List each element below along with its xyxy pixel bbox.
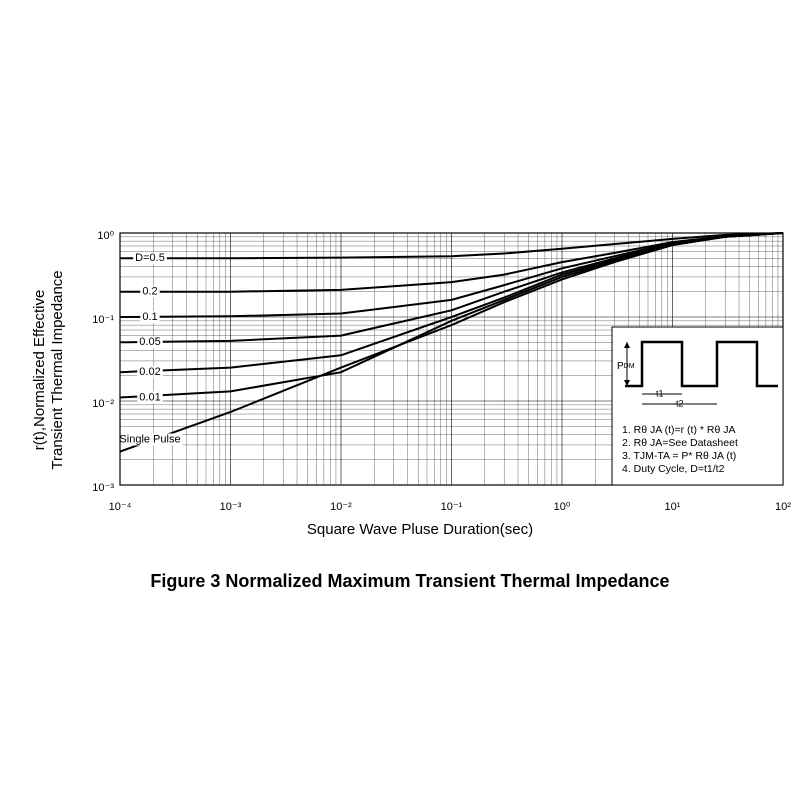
- curve-label: D=0.5: [135, 252, 165, 264]
- pulse-wave: [625, 340, 778, 388]
- x-tick-label: 10⁻¹: [441, 501, 463, 513]
- curve-label: 0.02: [139, 366, 160, 378]
- x-tick-label: 10¹: [665, 501, 681, 513]
- t1-label: t1: [656, 388, 664, 398]
- inset-box: [611, 326, 784, 486]
- y-axis-label-line: r(t),Normalized Effective: [31, 290, 48, 451]
- curve-label-bg: [137, 391, 163, 404]
- y-tick-label: 10⁻¹: [92, 314, 114, 326]
- curve-label-bg: [140, 285, 160, 298]
- y-axis-label-line: Transient Thermal Impedance: [49, 270, 66, 469]
- curve-label-bg: [140, 310, 160, 323]
- curve-label: Single Pulse: [119, 433, 180, 445]
- x-tick-label: 10⁻²: [330, 501, 352, 513]
- curve-label: 0.05: [139, 336, 160, 348]
- y-axis-label: r(t),Normalized Effective Transient Ther…: [31, 270, 66, 469]
- note: 1. Rθ JA (t)=r (t) * Rθ JA: [622, 424, 736, 436]
- curve-label: 0.01: [139, 391, 160, 403]
- curve-label: 0.2: [142, 286, 157, 298]
- curve-label-bg: [117, 433, 183, 446]
- x-tick-label: 10²: [775, 501, 791, 513]
- x-tick-label: 10⁻³: [220, 501, 242, 513]
- curve-label-bg: [137, 366, 163, 379]
- curve-label: 0.1: [142, 311, 157, 323]
- y-tick-label: 10⁻³: [92, 482, 114, 494]
- note: 4. Duty Cycle, D=t1/t2: [622, 463, 725, 475]
- x-axis-label: Square Wave Pluse Duration(sec): [307, 521, 533, 538]
- curve: [119, 232, 784, 453]
- t2-label: t2: [676, 398, 684, 408]
- x-tick-label: 10⁰: [554, 501, 571, 513]
- pdm-sub: DM: [624, 363, 635, 370]
- pdm-label: PDM: [617, 361, 635, 372]
- y-tick-label: 10⁻²: [92, 398, 114, 410]
- figure-caption: Figure 3 Normalized Maximum Transient Th…: [150, 571, 669, 591]
- curve-label-bg: [133, 252, 167, 265]
- note: 2. Rθ JA=See Datasheet: [622, 437, 738, 449]
- pdm-p: P: [617, 361, 624, 372]
- curve: [120, 232, 784, 260]
- y-tick-label: 10⁰: [97, 230, 114, 242]
- curve-label-bg: [137, 336, 163, 349]
- curves: D=0.5 0.2 0.1 0.05 0.02 0.01 Single Pulse: [117, 232, 784, 453]
- x-tick-label: 10⁻⁴: [109, 501, 132, 513]
- note: 3. TJM-TA = P* Rθ JA (t): [622, 450, 736, 462]
- inset: PDM t1 t2 1. Rθ JA (t)=r (t) * Rθ JA 2. …: [611, 326, 784, 486]
